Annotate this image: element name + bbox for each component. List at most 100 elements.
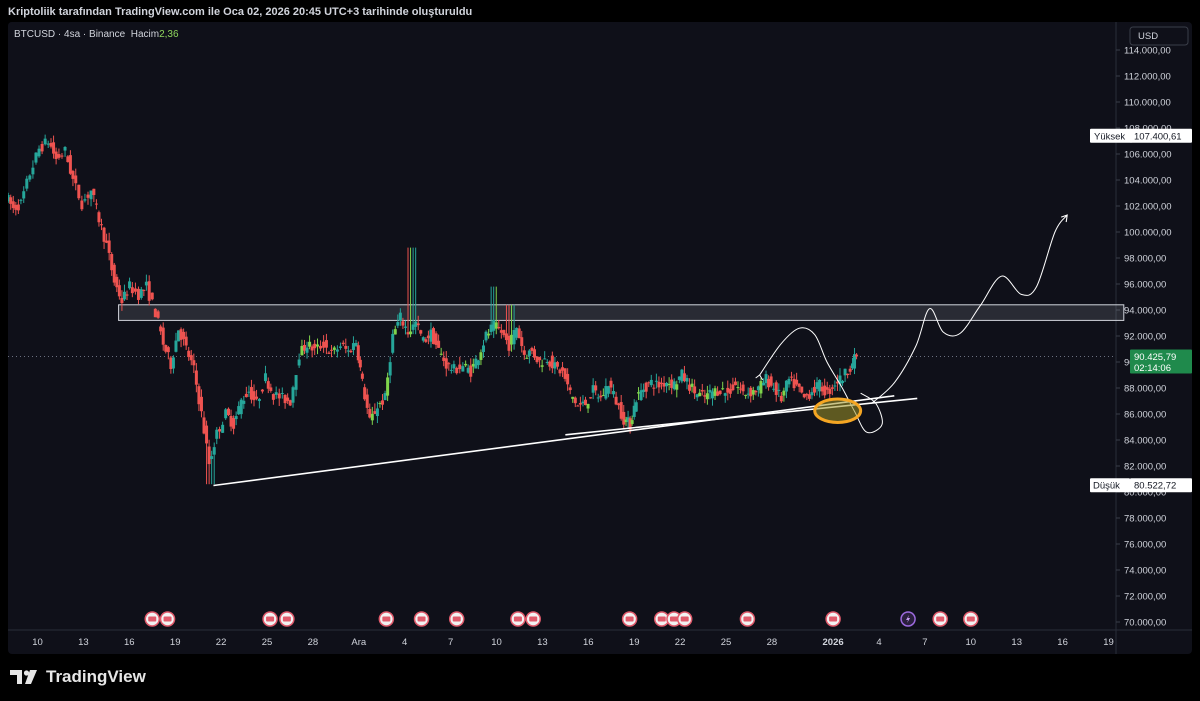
candle-body	[649, 379, 653, 386]
x-tick-label: Ara	[351, 637, 367, 648]
candle-body	[291, 387, 295, 403]
x-tick-label: 22	[675, 637, 686, 648]
symbol-legend[interactable]: BTCUSD · 4sa · Binance Hacim2,36	[14, 28, 179, 42]
candle-body	[601, 395, 605, 397]
volume-label: Hacim	[130, 29, 160, 40]
interval-label[interactable]: 4sa	[64, 29, 81, 40]
x-tick-label: 13	[78, 637, 89, 648]
candle-body	[497, 326, 501, 329]
candle-body	[510, 334, 514, 345]
candle-body	[391, 333, 395, 353]
candle-body	[522, 350, 526, 355]
candle-body	[115, 276, 119, 288]
candle-body	[756, 386, 760, 391]
resistance-zone[interactable]	[118, 304, 1125, 321]
candle-body	[28, 175, 32, 180]
candle-body	[659, 382, 663, 384]
x-tick-label: 13	[537, 637, 548, 648]
candle-body	[102, 227, 106, 242]
candle-body	[386, 377, 390, 396]
candle-body	[147, 281, 151, 301]
flag-icon	[680, 616, 689, 622]
price-chart[interactable]: 70.000,00 72.000,00 74.000,00 76.000,00 78.0…	[8, 22, 1192, 654]
candle-body	[471, 363, 475, 367]
candle-body	[92, 188, 96, 195]
candle-body	[764, 374, 768, 384]
candle-body	[332, 347, 336, 350]
flag-icon	[625, 616, 634, 622]
candle-body	[688, 384, 692, 391]
flag-icon	[163, 616, 172, 622]
candle-body	[566, 373, 570, 385]
candle-body	[324, 340, 328, 348]
flag-icon	[382, 616, 391, 622]
candle-body	[429, 329, 433, 342]
candle-body	[192, 360, 196, 366]
candle-body	[409, 331, 413, 335]
candle-body	[439, 353, 443, 355]
candle-body	[232, 417, 236, 429]
candle-body	[169, 357, 173, 370]
candle-body	[609, 380, 613, 388]
candle-body	[112, 264, 116, 283]
y-tick-label: 98.000,00	[1124, 254, 1166, 265]
candle-body	[571, 396, 575, 399]
support-trendline[interactable]	[213, 395, 895, 487]
highlight-ellipse[interactable]	[813, 397, 863, 424]
candle-body	[591, 385, 595, 393]
chart-panel[interactable]: 70.000,00 72.000,00 74.000,00 76.000,00 78.0…	[8, 22, 1192, 654]
candle-body	[9, 197, 13, 204]
candle-body	[790, 376, 794, 378]
last-price-box	[1130, 349, 1192, 374]
candle-body	[667, 383, 671, 385]
candle-body	[777, 389, 781, 391]
candle-body	[159, 326, 163, 332]
candle-body	[370, 413, 374, 421]
pattern-drawing[interactable]	[759, 327, 883, 434]
candle-body	[690, 383, 694, 387]
plot-area[interactable]	[8, 22, 1116, 630]
candle-body	[581, 401, 585, 404]
candle-body	[269, 387, 273, 391]
flag-icon	[513, 616, 522, 622]
flag-icon	[148, 616, 157, 622]
candle-body	[710, 391, 714, 399]
candle-body	[142, 289, 146, 291]
candle-body	[540, 365, 544, 367]
candle-body	[736, 387, 740, 389]
symbol-name[interactable]: BTCUSD	[14, 29, 56, 40]
candle-body	[107, 240, 111, 253]
candle-body	[403, 326, 407, 328]
candle-body	[393, 329, 397, 335]
candle-body	[421, 337, 425, 341]
brand-name: TradingView	[46, 667, 146, 686]
candle-body	[622, 411, 626, 425]
candle-body	[512, 329, 516, 345]
chart-caption: Kriptoliik tarafından TradingView.com il…	[8, 6, 473, 18]
projection-drawing[interactable]	[871, 214, 1068, 404]
candle-body	[838, 375, 842, 385]
candle-body	[144, 281, 148, 286]
candle-body	[713, 388, 717, 396]
tradingview-logo[interactable]: TradingView	[10, 664, 146, 690]
candle-body	[66, 156, 70, 163]
flag-icon	[936, 616, 945, 622]
y-tick-label: 88.000,00	[1124, 384, 1166, 395]
candle-body	[338, 346, 342, 348]
candle-body	[110, 254, 114, 271]
x-tick-label: 7	[448, 637, 453, 648]
currency-button[interactable]	[1129, 26, 1189, 46]
candle-body	[464, 363, 468, 366]
candle-body	[807, 394, 811, 399]
flag-icon	[829, 616, 838, 622]
candle-body	[548, 361, 552, 367]
x-tick-label: 19	[629, 637, 640, 648]
y-tick-label: 102.000,00	[1124, 202, 1172, 213]
candle-body	[210, 456, 214, 460]
legend-separator: ·	[55, 29, 65, 40]
candle-body	[492, 320, 496, 331]
x-tick-label: 16	[583, 637, 594, 648]
x-tick-label: 19	[1103, 637, 1114, 648]
candle-body	[419, 330, 423, 334]
candle-body	[494, 322, 498, 329]
